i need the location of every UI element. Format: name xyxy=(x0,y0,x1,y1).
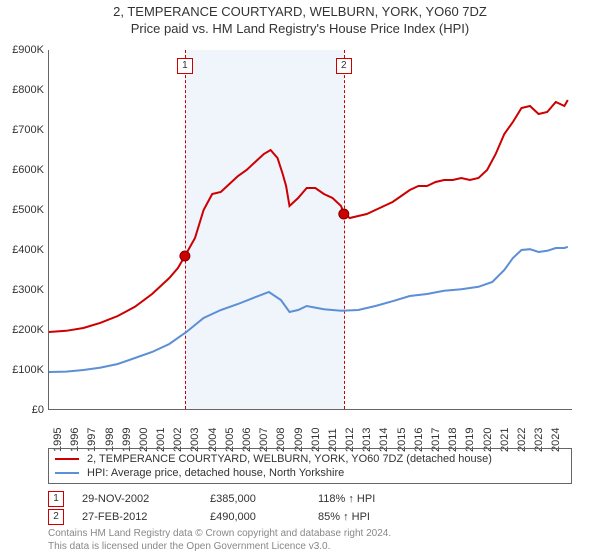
sale-row-price: £385,000 xyxy=(210,493,300,505)
yaxis-tick-label: £400K xyxy=(4,244,44,256)
sale-row: 1 29-NOV-2002 £385,000 118% ↑ HPI xyxy=(48,490,375,508)
legend-swatch xyxy=(55,472,79,474)
yaxis-tick-label: £200K xyxy=(4,324,44,336)
yaxis-tick-label: £700K xyxy=(4,124,44,136)
chart-lines xyxy=(49,50,572,409)
sale-row-price: £490,000 xyxy=(210,511,300,523)
sale-row: 2 27-FEB-2012 £490,000 85% ↑ HPI xyxy=(48,508,375,526)
yaxis-tick-label: £900K xyxy=(4,44,44,56)
footer-line-1: Contains HM Land Registry data © Crown c… xyxy=(48,528,391,541)
yaxis-tick-label: £0 xyxy=(4,404,44,416)
chart-titles: 2, TEMPERANCE COURTYARD, WELBURN, YORK, … xyxy=(0,0,600,36)
footer-line-2: This data is licensed under the Open Gov… xyxy=(48,541,391,554)
sale-row-date: 27-FEB-2012 xyxy=(82,511,192,523)
title-line-1: 2, TEMPERANCE COURTYARD, WELBURN, YORK, … xyxy=(0,4,600,19)
sale-point-marker xyxy=(180,251,190,261)
legend-item: 2, TEMPERANCE COURTYARD, WELBURN, YORK, … xyxy=(55,452,565,466)
legend-item: HPI: Average price, detached house, Nort… xyxy=(55,466,565,480)
legend-label: HPI: Average price, detached house, Nort… xyxy=(87,467,344,479)
chart-plot-area: 12 xyxy=(48,50,572,410)
footer-attribution: Contains HM Land Registry data © Crown c… xyxy=(48,528,391,553)
sales-table: 1 29-NOV-2002 £385,000 118% ↑ HPI 2 27-FEB-20… xyxy=(48,490,375,526)
title-line-2: Price paid vs. HM Land Registry's House … xyxy=(0,21,600,36)
series-property xyxy=(49,100,568,332)
sale-row-number: 1 xyxy=(48,491,64,507)
sale-row-hpi-pct: 85% ↑ HPI xyxy=(318,511,370,523)
sale-row-hpi-pct: 118% ↑ HPI xyxy=(318,493,375,505)
legend-swatch xyxy=(55,458,79,460)
yaxis-tick-label: £600K xyxy=(4,164,44,176)
legend-label: 2, TEMPERANCE COURTYARD, WELBURN, YORK, … xyxy=(87,453,492,465)
yaxis-tick-label: £500K xyxy=(4,204,44,216)
yaxis-tick-label: £800K xyxy=(4,84,44,96)
yaxis-tick-label: £100K xyxy=(4,364,44,376)
legend: 2, TEMPERANCE COURTYARD, WELBURN, YORK, … xyxy=(48,448,572,484)
yaxis-tick-label: £300K xyxy=(4,284,44,296)
sale-row-date: 29-NOV-2002 xyxy=(82,493,192,505)
series-hpi xyxy=(49,247,568,372)
sale-row-number: 2 xyxy=(48,509,64,525)
sale-point-marker xyxy=(339,209,349,219)
